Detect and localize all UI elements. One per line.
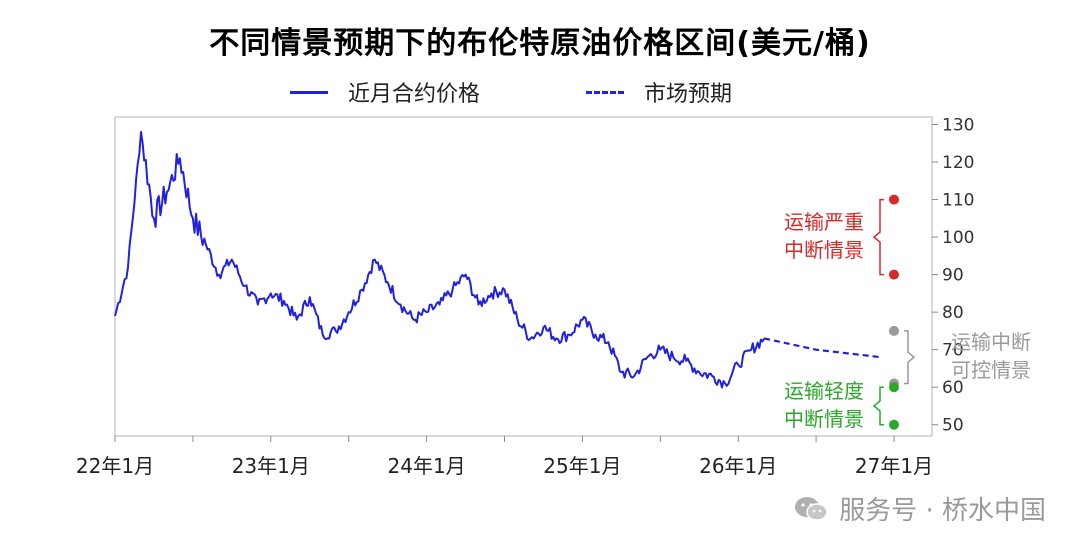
y-tick-label: 60 — [942, 378, 964, 398]
y-tick-label: 120 — [942, 153, 974, 173]
plot-frame — [114, 116, 933, 437]
legend-item-market-expectation: 市场预期 — [586, 76, 732, 108]
y-tick-label: 90 — [942, 266, 964, 286]
y-tick-label: 110 — [942, 191, 974, 211]
scenario-point-high — [889, 194, 899, 205]
legend-solid-line-swatch — [290, 90, 328, 94]
scenario-label: 运输中断 — [951, 330, 1031, 354]
scenario-brace — [872, 386, 884, 426]
scenario-label: 运输轻度 — [784, 379, 864, 403]
scenario-point-high — [889, 325, 899, 336]
legend: 近月合约价格 市场预期 — [0, 76, 1080, 108]
scenario-label: 可控情景 — [951, 358, 1031, 382]
legend-item-near-month: 近月合约价格 — [290, 76, 480, 108]
x-tick-label: 25年1月 — [543, 454, 621, 478]
scenario-label: 中断情景 — [784, 407, 864, 431]
y-tick-label: 50 — [942, 416, 964, 436]
x-tick-label: 22年1月 — [76, 454, 154, 478]
y-tick-label: 70 — [942, 341, 964, 361]
legend-label-near-month: 近月合约价格 — [348, 82, 481, 107]
series-line-near-month — [114, 131, 766, 389]
wechat-icon — [795, 496, 828, 521]
scenario-point-low — [889, 269, 899, 280]
scenario-point-low — [889, 419, 899, 430]
chart-title: 不同情景预期下的布伦特原油价格区间(美元/桶) — [209, 26, 871, 61]
scenario-brace — [904, 330, 916, 385]
y-tick-label: 100 — [942, 228, 974, 248]
watermark: 服务号 · 桥水中国 — [793, 490, 1046, 527]
watermark-text: 服务号 · 桥水中国 — [839, 496, 1046, 526]
y-tick-label: 80 — [942, 303, 964, 323]
legend-dashed-line-swatch — [586, 90, 624, 94]
x-tick-label: 27年1月 — [855, 454, 933, 478]
scenario-point-high — [889, 382, 899, 393]
x-tick-label: 23年1月 — [232, 454, 310, 478]
scenario-label: 中断情景 — [784, 238, 864, 262]
y-tick-label: 130 — [942, 116, 974, 136]
x-tick-label: 24年1月 — [388, 454, 466, 478]
scenario-brace — [872, 198, 884, 276]
scenario-label: 运输严重 — [784, 210, 864, 234]
series-line-market-expectation — [763, 337, 882, 359]
legend-label-market-expectation: 市场预期 — [644, 82, 733, 107]
x-tick-label: 26年1月 — [699, 454, 777, 478]
